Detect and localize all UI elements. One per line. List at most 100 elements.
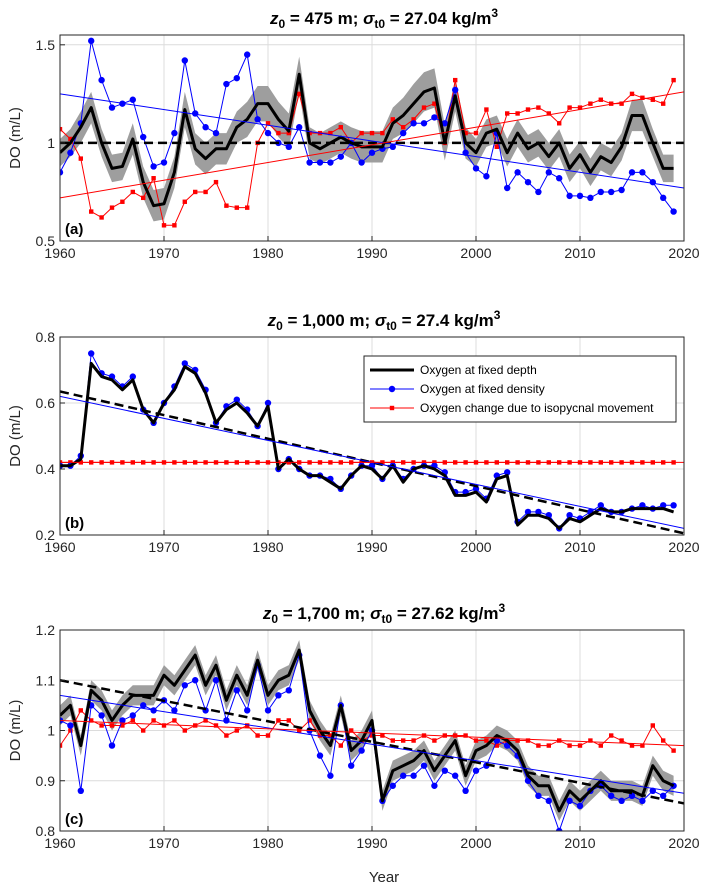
point-isopycnal-movement: [640, 95, 645, 100]
point-fixed-density: [504, 184, 511, 192]
point-fixed-density: [192, 110, 199, 117]
point-fixed-density: [576, 802, 584, 810]
point-isopycnal-movement: [297, 91, 302, 97]
point-isopycnal-movement: [234, 205, 239, 210]
point-isopycnal-movement: [317, 733, 323, 738]
point-fixed-density: [171, 129, 178, 137]
legend-entry: Oxygen at fixed depth: [420, 363, 537, 377]
point-fixed-density: [420, 120, 428, 127]
point-isopycnal-movement: [130, 718, 135, 723]
point-fixed-density: [535, 792, 542, 800]
point-isopycnal-movement: [650, 97, 655, 102]
point-isopycnal-movement: [130, 189, 135, 195]
point-fixed-density: [129, 712, 136, 719]
point-isopycnal-movement: [349, 728, 354, 733]
point-isopycnal-movement: [60, 126, 63, 132]
point-fixed-density: [556, 175, 563, 182]
series-group: [60, 350, 684, 535]
chart-title: z0 = 1,000 m; σt0 = 27.4 kg/m3: [267, 308, 501, 333]
point-isopycnal-movement: [557, 121, 562, 126]
point-isopycnal-movement: [234, 728, 239, 733]
point-fixed-density: [67, 722, 74, 729]
point-fixed-density: [171, 707, 178, 714]
panel-label: (c): [65, 811, 83, 828]
point-isopycnal-movement: [619, 738, 624, 743]
point-isopycnal-movement: [421, 105, 427, 110]
point-isopycnal-movement: [671, 748, 676, 753]
point-fixed-density: [566, 192, 573, 200]
point-isopycnal-movement: [369, 733, 375, 738]
point-isopycnal-movement: [380, 733, 385, 738]
point-isopycnal-movement: [640, 743, 645, 748]
legend-entry: Oxygen at fixed density: [420, 382, 545, 396]
point-isopycnal-movement: [161, 223, 167, 228]
point-isopycnal-movement: [401, 738, 406, 743]
point-isopycnal-movement: [588, 101, 593, 106]
legend: Oxygen at fixed depth Oxygen at fixed den…: [363, 355, 677, 423]
point-isopycnal-movement: [567, 743, 572, 748]
point-fixed-density: [233, 396, 240, 403]
point-isopycnal-movement: [328, 130, 333, 136]
point-fixed-density: [628, 169, 636, 176]
point-isopycnal-movement: [629, 743, 635, 748]
point-fixed-density: [181, 360, 188, 367]
x-tick-label: 1990: [356, 245, 387, 261]
point-fixed-density: [337, 153, 344, 160]
point-isopycnal-movement: [525, 738, 531, 743]
point-isopycnal-movement: [276, 130, 281, 136]
point-isopycnal-movement: [109, 723, 115, 728]
point-fixed-density: [98, 76, 105, 84]
x-tick-label: 2010: [564, 245, 595, 261]
point-isopycnal-movement: [671, 77, 676, 83]
point-fixed-density: [660, 502, 667, 509]
point-isopycnal-movement: [494, 743, 499, 748]
point-fixed-density: [639, 169, 646, 176]
point-isopycnal-movement: [120, 199, 125, 204]
trend-line-fixed-density: [60, 694, 684, 794]
point-isopycnal-movement: [193, 189, 198, 195]
point-fixed-density: [452, 772, 459, 779]
x-tick-label: 2020: [668, 835, 699, 851]
point-isopycnal-movement: [494, 144, 499, 150]
point-isopycnal-movement: [203, 189, 208, 195]
y-tick-label: 1.1: [36, 672, 56, 688]
point-fixed-density: [441, 120, 448, 127]
point-fixed-density: [504, 469, 511, 476]
point-fixed-density: [264, 399, 272, 407]
point-fixed-density: [431, 114, 438, 121]
point-isopycnal-movement: [151, 718, 156, 723]
point-fixed-density: [316, 159, 324, 166]
point-isopycnal-movement: [453, 733, 458, 738]
point-fixed-density: [88, 350, 95, 357]
point-fixed-density: [285, 143, 292, 151]
point-fixed-density: [358, 747, 365, 754]
point-fixed-density: [368, 149, 376, 156]
point-fixed-density: [618, 186, 625, 194]
point-fixed-density: [88, 37, 95, 45]
point-fixed-density: [400, 772, 407, 779]
x-tick-label: 2010: [564, 835, 595, 851]
trend-line-fixed-depth: [60, 390, 684, 535]
point-fixed-density: [140, 702, 147, 709]
x-tick-label: 2000: [460, 835, 491, 851]
point-fixed-density: [452, 86, 459, 94]
point-fixed-density: [150, 163, 157, 170]
point-isopycnal-movement: [182, 728, 187, 733]
point-fixed-density: [483, 173, 490, 180]
point-fixed-density: [441, 767, 448, 774]
point-isopycnal-movement: [484, 738, 489, 743]
point-isopycnal-movement: [390, 738, 395, 743]
x-tick-label: 1990: [356, 539, 387, 555]
point-fixed-density: [639, 502, 646, 509]
x-axis-label: Year: [369, 869, 399, 886]
trend-line-fixed-density: [60, 93, 684, 189]
point-fixed-density: [358, 159, 365, 166]
point-isopycnal-movement: [432, 738, 437, 743]
point-isopycnal-movement: [120, 723, 125, 728]
point-fixed-density: [535, 508, 542, 516]
point-fixed-density: [597, 188, 604, 196]
point-isopycnal-movement: [141, 728, 146, 733]
point-isopycnal-movement: [661, 101, 666, 106]
point-isopycnal-movement: [245, 205, 250, 210]
point-isopycnal-movement: [286, 130, 291, 136]
